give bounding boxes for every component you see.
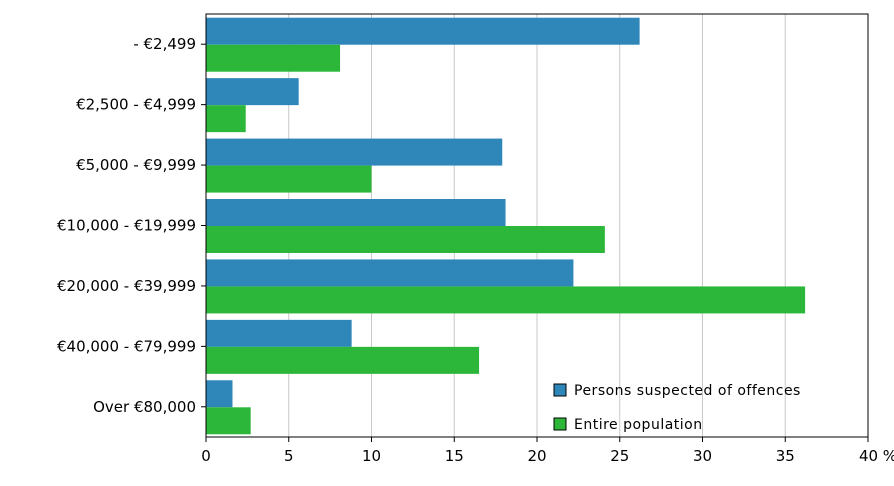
x-axis: 0 5 10 15 20 25 30 35 40 % bbox=[201, 437, 894, 465]
x-tick-label: 40 % bbox=[859, 447, 894, 465]
x-tick-label: 35 bbox=[776, 447, 795, 465]
bar-entire-population bbox=[206, 165, 372, 193]
bars bbox=[206, 17, 806, 435]
y-tick-label: €5,000 - €9,999 bbox=[76, 156, 196, 174]
legend-label-persons-suspected: Persons suspected of offences bbox=[574, 383, 801, 399]
bar-persons-suspected bbox=[206, 138, 503, 166]
x-tick-label: 0 bbox=[201, 447, 211, 465]
bar-persons-suspected bbox=[206, 319, 352, 347]
legend: Persons suspected of offences Entire pop… bbox=[553, 383, 801, 433]
legend-swatch-persons-suspected bbox=[553, 383, 567, 397]
legend-label-entire-population: Entire population bbox=[574, 417, 703, 433]
y-tick-label: €20,000 - €39,999 bbox=[57, 277, 196, 295]
x-tick-label: 15 bbox=[445, 447, 464, 465]
bar-entire-population bbox=[206, 407, 251, 435]
y-tick-label: €10,000 - €19,999 bbox=[57, 217, 196, 235]
bar-entire-population bbox=[206, 44, 341, 72]
bar-entire-population bbox=[206, 346, 480, 374]
legend-swatch-entire-population bbox=[553, 417, 567, 431]
bar-persons-suspected bbox=[206, 78, 299, 106]
y-tick-label: - €2,499 bbox=[133, 35, 196, 53]
bar-persons-suspected bbox=[206, 259, 574, 287]
y-tick-label: €40,000 - €79,999 bbox=[57, 337, 196, 355]
bar-entire-population bbox=[206, 105, 246, 133]
bar-persons-suspected bbox=[206, 199, 506, 226]
x-tick-label: 30 bbox=[693, 447, 712, 465]
x-tick-label: 25 bbox=[610, 447, 629, 465]
x-tick-label: 10 bbox=[362, 447, 381, 465]
y-tick-label: Over €80,000 bbox=[93, 398, 196, 416]
y-axis: - €2,499 €2,500 - €4,999 €5,000 - €9,999 €1… bbox=[57, 35, 206, 416]
bar-entire-population bbox=[206, 226, 605, 253]
x-tick-label: 5 bbox=[284, 447, 294, 465]
y-tick-label: €2,500 - €4,999 bbox=[76, 96, 196, 114]
bar-persons-suspected bbox=[206, 380, 233, 408]
bar-entire-population bbox=[206, 286, 806, 314]
bar-persons-suspected bbox=[206, 17, 640, 45]
x-tick-label: 20 bbox=[527, 447, 546, 465]
